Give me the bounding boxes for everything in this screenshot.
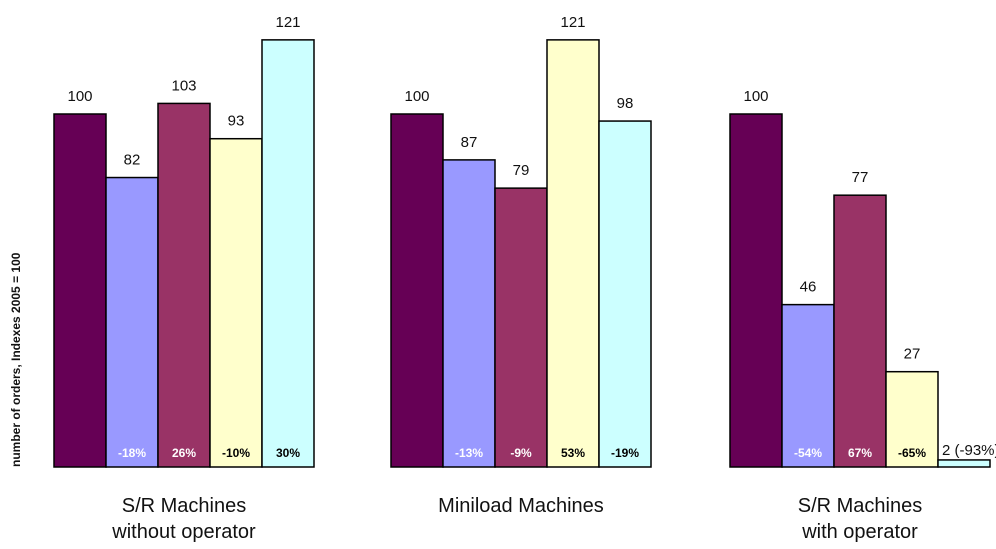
group-label-1-line-2: without operator xyxy=(111,521,256,543)
y-axis-label: number of orders, Indexes 2005 = 100 xyxy=(9,252,23,467)
bar-g3-b3 xyxy=(833,194,887,468)
change-label-g1-b2: -18% xyxy=(118,446,146,460)
change-label-g3-b2: -54% xyxy=(794,446,822,460)
value-label-g2-b1: 100 xyxy=(404,88,429,105)
labels-layer: 100 82 -18% 103 26% 93 -10% 121 30% S/R Machines w… xyxy=(67,14,996,543)
value-label-g2-b4: 121 xyxy=(560,14,585,31)
change-label-g3-b4: -65% xyxy=(898,446,926,460)
change-label-g2-b4: 53% xyxy=(561,446,585,460)
value-label-g3-b2: 46 xyxy=(800,279,817,296)
bar-g3-b4 xyxy=(885,370,939,468)
bar-g2-b3 xyxy=(494,187,548,468)
change-label-g1-b5: 30% xyxy=(276,446,300,460)
bar-g3-b2 xyxy=(781,303,835,468)
group-label-3-line-1: S/R Machines xyxy=(798,495,923,517)
value-label-g3-b5: 2 (-93%) xyxy=(942,442,996,459)
bar-g1-b1 xyxy=(53,113,107,468)
bar-g3-b1 xyxy=(729,113,783,468)
bar-g1-b3 xyxy=(157,102,211,468)
bar-g3-b5 xyxy=(937,459,991,468)
value-label-g3-b1: 100 xyxy=(743,88,768,105)
value-label-g1-b3: 103 xyxy=(171,77,196,94)
value-label-g3-b3: 77 xyxy=(852,169,869,186)
change-label-g3-b3: 67% xyxy=(848,446,872,460)
bars-layer xyxy=(53,39,991,468)
bar-g2-b2 xyxy=(442,159,496,468)
bar-g2-b4 xyxy=(546,39,600,468)
bar-g2-b5 xyxy=(598,120,652,468)
value-label-g2-b5: 98 xyxy=(617,95,634,112)
value-label-g1-b2: 82 xyxy=(124,152,141,169)
value-label-g2-b3: 79 xyxy=(513,162,530,179)
bar-g1-b5 xyxy=(261,39,315,468)
bar-g2-b1 xyxy=(390,113,444,468)
change-label-g2-b2: -13% xyxy=(455,446,483,460)
bar-g1-b4 xyxy=(209,137,263,468)
change-label-g2-b3: -9% xyxy=(510,446,532,460)
value-label-g1-b4: 93 xyxy=(228,113,245,130)
change-label-g1-b4: -10% xyxy=(222,446,250,460)
group-label-3-line-2: with operator xyxy=(801,521,918,543)
group-label-1-line-1: S/R Machines xyxy=(122,495,247,517)
group-label-2-line-1: Miniload Machines xyxy=(438,495,604,517)
value-label-g1-b1: 100 xyxy=(67,88,92,105)
change-label-g1-b3: 26% xyxy=(172,446,196,460)
change-label-g2-b5: -19% xyxy=(611,446,639,460)
value-label-g3-b4: 27 xyxy=(904,346,921,363)
bar-g1-b2 xyxy=(105,176,159,468)
value-label-g1-b5: 121 xyxy=(275,14,300,31)
value-label-g2-b2: 87 xyxy=(461,134,478,151)
